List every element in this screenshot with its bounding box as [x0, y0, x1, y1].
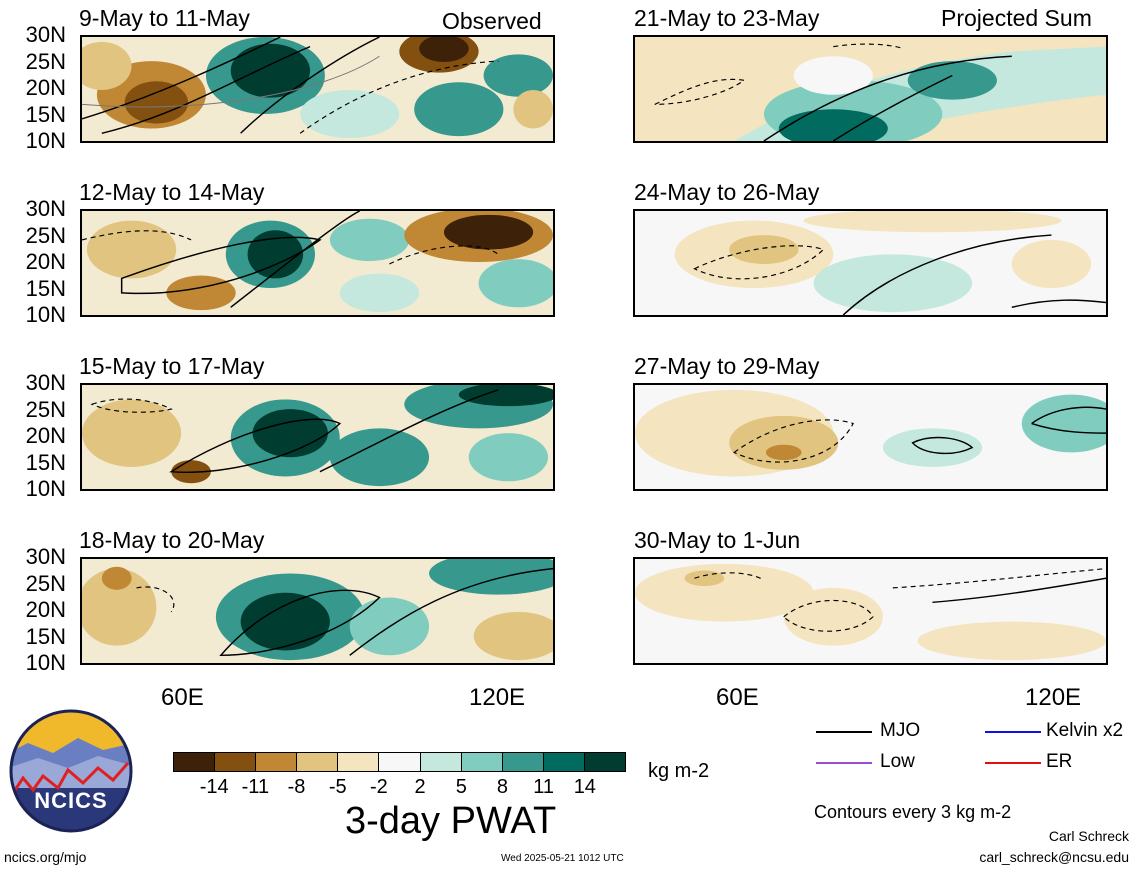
lon-label-60e-left: 60E	[161, 684, 204, 711]
legend-low-line	[816, 762, 872, 764]
colorbar	[173, 752, 626, 772]
lat-label: 10N	[25, 476, 66, 501]
lon-label-120e-left: 120E	[469, 684, 526, 711]
lat-label: 20N	[25, 423, 66, 448]
lat-label: 15N	[25, 101, 66, 127]
lon-label-120e-right: 120E	[1025, 684, 1082, 711]
lon-label-60e-right: 60E	[716, 684, 759, 711]
legend-mjo-line	[816, 731, 872, 733]
lat-label: 10N	[25, 650, 66, 675]
panel-title: 18-May to 20-May	[79, 527, 265, 553]
footer-author: Carl Schreck	[1048, 828, 1129, 844]
colorbar-tick-label: 2	[414, 776, 426, 798]
colorbar-swatch	[543, 753, 585, 771]
colorbar-tick-label: 8	[496, 776, 509, 798]
colorbar-tick-label: 14	[573, 776, 596, 798]
lat-label: 30N	[25, 22, 66, 47]
ncics-logo: NCICS	[8, 708, 134, 834]
legend-er-label: ER	[1046, 751, 1073, 772]
map-panel	[80, 35, 555, 143]
lat-label: 20N	[25, 597, 66, 622]
lat-label: 25N	[25, 48, 66, 74]
map-panel	[633, 209, 1108, 317]
lat-label: 30N	[25, 370, 66, 395]
panel-title: 30-May to 1-Jun	[634, 527, 801, 553]
colorbar-swatch	[379, 753, 421, 771]
lat-label: 15N	[25, 623, 66, 649]
lat-label: 25N	[25, 570, 66, 596]
colorbar-swatch	[297, 753, 339, 771]
legend-kelvin-line	[985, 731, 1041, 733]
panel-tag: Projected Sum	[941, 5, 1092, 31]
colorbar-swatch	[584, 753, 626, 771]
colorbar-swatch	[461, 753, 503, 771]
legend-low-label: Low	[880, 751, 915, 772]
panel-title: 21-May to 23-May	[634, 5, 820, 31]
colorbar-swatch	[174, 753, 216, 771]
colorbar-tick-label: -8	[287, 776, 306, 798]
map-panel	[633, 383, 1108, 491]
lat-label: 15N	[25, 275, 66, 301]
colorbar-units: kg m-2	[648, 760, 710, 782]
footer-timestamp: Wed 2025-05-21 1012 UTC	[501, 853, 624, 864]
lat-label: 10N	[25, 302, 66, 327]
lat-label: 20N	[25, 75, 66, 100]
colorbar-tick-label: -11	[241, 776, 270, 798]
lat-label: 25N	[25, 222, 66, 248]
colorbar-swatch	[215, 753, 257, 771]
colorbar-tick-label: -14	[199, 776, 229, 798]
contour-note: Contours every 3 kg m-2	[814, 802, 1012, 822]
colorbar-tick-label: 5	[455, 776, 467, 798]
map-panel	[633, 35, 1108, 143]
panel-tag: Observed	[442, 8, 542, 34]
lat-label: 25N	[25, 396, 66, 422]
logo-text: NCICS	[34, 788, 108, 813]
lat-label: 20N	[25, 249, 66, 274]
map-panel	[633, 557, 1108, 665]
colorbar-tick-label: -2	[370, 776, 388, 798]
footer-url: ncics.org/mjo	[4, 849, 87, 865]
legend-er-line	[985, 762, 1041, 764]
colorbar-swatch	[338, 753, 380, 771]
panel-title: 15-May to 17-May	[79, 353, 265, 379]
colorbar-tick-label: 11	[533, 776, 554, 798]
legend-mjo-label: MJO	[880, 720, 921, 741]
map-panel	[80, 557, 555, 665]
lat-label: 30N	[25, 196, 66, 221]
legend-kelvin-label: Kelvin x2	[1046, 720, 1124, 741]
map-panel	[80, 383, 555, 491]
colorbar-swatch	[420, 753, 462, 771]
panel-title: 27-May to 29-May	[634, 353, 820, 379]
lat-label: 10N	[25, 128, 66, 153]
panel-title: 9-May to 11-May	[79, 5, 250, 31]
colorbar-swatch	[502, 753, 544, 771]
panel-title: 24-May to 26-May	[634, 179, 820, 205]
panel-title: 12-May to 14-May	[79, 179, 265, 205]
colorbar-title: 3-day PWAT	[345, 800, 557, 842]
colorbar-tick-label: -5	[328, 776, 347, 798]
lat-label: 30N	[25, 544, 66, 569]
footer-email: carl_schreck@ncsu.edu	[979, 849, 1129, 865]
map-panel	[80, 209, 555, 317]
colorbar-swatch	[256, 753, 298, 771]
lat-label: 15N	[25, 449, 66, 475]
